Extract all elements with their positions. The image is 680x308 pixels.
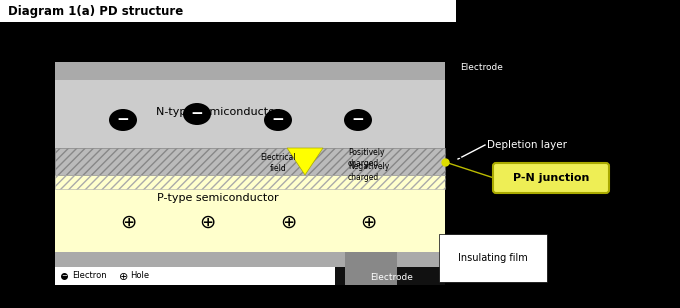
Text: Depletion layer: Depletion layer: [487, 140, 567, 150]
Bar: [55, 267, 445, 285]
Ellipse shape: [264, 109, 292, 131]
Bar: [55, 175, 445, 189]
Bar: [55, 148, 445, 175]
Text: Insulating film: Insulating film: [458, 253, 528, 263]
Ellipse shape: [183, 103, 211, 125]
Text: $\oplus$: $\oplus$: [360, 213, 376, 232]
Text: −: −: [117, 112, 129, 128]
Text: Negatively
charged: Negatively charged: [348, 162, 389, 182]
Text: −: −: [352, 112, 364, 128]
FancyBboxPatch shape: [493, 163, 609, 193]
Bar: [55, 175, 445, 252]
Text: Diagram 1(a) PD structure: Diagram 1(a) PD structure: [8, 5, 183, 18]
Bar: [55, 267, 335, 285]
Text: $\oplus$: $\oplus$: [199, 213, 216, 232]
Bar: [55, 252, 445, 267]
Text: N-type semiconductor: N-type semiconductor: [156, 107, 279, 117]
Text: Positively
charged: Positively charged: [348, 148, 384, 168]
Bar: [55, 62, 445, 80]
Text: Electron: Electron: [72, 271, 107, 281]
Polygon shape: [287, 148, 323, 175]
Bar: [0, 0, 456, 22]
Text: P-type semiconductor: P-type semiconductor: [157, 193, 279, 203]
Text: Electrode: Electrode: [370, 274, 413, 282]
Text: $\oplus$: $\oplus$: [120, 213, 136, 232]
Text: Hole: Hole: [130, 271, 149, 281]
Bar: [345, 252, 397, 285]
Text: −: −: [271, 112, 284, 128]
Text: Electrode: Electrode: [460, 63, 503, 72]
Text: P-N junction: P-N junction: [513, 173, 589, 183]
Ellipse shape: [344, 109, 372, 131]
Bar: [55, 80, 445, 148]
Text: Electrical
field: Electrical field: [260, 153, 296, 173]
Text: −: −: [61, 273, 67, 279]
Bar: [55, 148, 445, 175]
Ellipse shape: [109, 109, 137, 131]
Text: −: −: [190, 107, 203, 121]
Text: $\oplus$: $\oplus$: [118, 270, 129, 282]
Text: $\oplus$: $\oplus$: [279, 213, 296, 232]
